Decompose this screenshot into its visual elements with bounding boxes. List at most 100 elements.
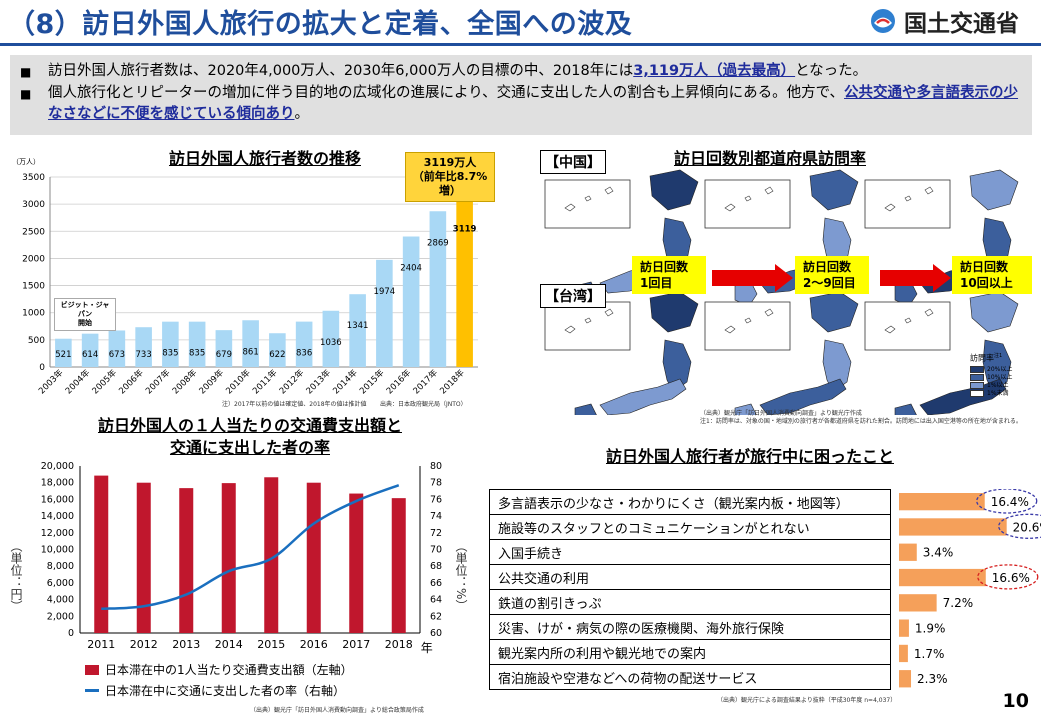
- island-shape: [564, 186, 614, 212]
- trouble-bar: [899, 670, 912, 688]
- ministry-logo: 国土交通省: [870, 4, 1019, 38]
- y-right-tick-label: 72: [430, 528, 442, 539]
- spend-bar-2011: [94, 475, 109, 633]
- y-left-tick-label: 2,000: [47, 611, 74, 622]
- troubles-title: 訪日外国人旅行者が旅行中に困ったこと: [605, 447, 894, 466]
- y-right-tick-label: 62: [430, 611, 442, 622]
- japan-map: [544, 291, 699, 415]
- bar-2013年: [322, 310, 340, 367]
- island-shape: [884, 186, 934, 212]
- y-right-tick-label: 64: [430, 595, 442, 606]
- bar-2007年: [162, 321, 179, 367]
- okinawa-inset: [544, 179, 631, 229]
- okinawa-inset: [864, 301, 951, 351]
- arrow-right-icon: [880, 270, 934, 286]
- troubles-source: （出典）観光庁による調査結果より抜粋（平成30年度 n=4,037）: [717, 697, 897, 704]
- troubles-table: 多言語表示の少なさ・わかりにくさ（観光案内板・地図等） 施設等のスタッフとのコミュ…: [489, 489, 891, 690]
- title-line: 交通に支出した者の率: [169, 438, 330, 457]
- transport-source: （出典）観光庁「訪日外国人消費動向調査」より総合政策局作成: [250, 707, 424, 714]
- summary-bullet-1: ■ 訪日外国人旅行者数は、2020年4,000万人、2030年6,000万人の目…: [20, 61, 1022, 83]
- table-row: 鉄道の割引きっぷ: [489, 589, 891, 615]
- legend-label: 1%未満: [987, 389, 1009, 397]
- bar-2017年: [429, 211, 447, 367]
- trouble-bar: [899, 644, 908, 663]
- highlight-circle: [976, 489, 1038, 514]
- legend-label: 20%以上: [987, 365, 1013, 373]
- trouble-bar: [899, 518, 1007, 536]
- summary-box: ■ 訪日外国人旅行者数は、2020年4,000万人、2030年6,000万人の目…: [10, 55, 1032, 135]
- spend-bar-2013: [179, 488, 194, 633]
- annotation-line: ビジット・ジャパン: [60, 301, 110, 318]
- transport-chart: 0 2,000 4,000 6,000 8,000 10,000 12,000 14,000 1…: [41, 461, 442, 655]
- y-right-tick-label: 74: [430, 511, 442, 522]
- bar-value-label: 3119: [453, 225, 477, 235]
- y-tick-label: 2500: [22, 227, 45, 237]
- legend-label: 日本滞在中に交通に支出した者の率（右軸）: [105, 684, 346, 698]
- hokkaido-shape: [969, 169, 1019, 211]
- title-underline: [0, 43, 1041, 46]
- trouble-bar: [899, 493, 985, 511]
- legend-label: 日本滞在中の1人当たり交通費支出額（左軸）: [105, 663, 353, 677]
- bar-2016年: [402, 236, 420, 367]
- arrow-right-icon: [712, 270, 776, 286]
- bar-value-label: 1341: [347, 321, 369, 331]
- okinawa-inset: [864, 179, 951, 229]
- transport-ylabel-right: （単位：%）: [454, 540, 468, 612]
- legend-swatch: [85, 664, 99, 675]
- okinawa-inset: [544, 301, 631, 351]
- y-tick-label: 0: [39, 363, 45, 373]
- visit-label-line: 訪日回数: [640, 260, 689, 274]
- visit-label-line: 2〜9回目: [803, 276, 856, 290]
- bar-value-label: 861: [243, 347, 259, 357]
- visit-label-line: 10回以上: [960, 276, 1013, 290]
- summary-text: 。: [294, 106, 310, 122]
- x-tick-label: 2015年: [357, 367, 386, 396]
- island-shape: [724, 186, 774, 212]
- x-tick-label: 2017: [342, 638, 370, 651]
- table-row: 災害、けが・病気の際の医療機関、海外旅行保険: [489, 614, 891, 640]
- arrow-head-icon: [933, 264, 951, 292]
- annotation-line: 開始: [78, 319, 92, 327]
- summary-highlight: 公共交通や多言語表示の少なさなどに不便を感じている傾向あり: [48, 85, 1019, 122]
- bar-value-label: 622: [269, 350, 285, 360]
- bar-2012年: [295, 321, 313, 367]
- bar-value-label: 836: [296, 349, 312, 359]
- troubles-chart: 16.4% 20.6% 3.4% 16.6% 7.2% 1.9% 1.7% 2.3%: [899, 489, 1041, 688]
- visitor-chart-ylabel: （万人）: [12, 158, 40, 166]
- x-tick-label: 2011: [87, 638, 115, 651]
- y-tick-label: 2000: [22, 254, 45, 264]
- japan-map: [864, 291, 1019, 415]
- bar-value-label: 2404: [400, 263, 422, 273]
- honshu-west-shape: [759, 378, 847, 415]
- legend-item-bar: 日本滞在中の1人当たり交通費支出額（左軸）: [85, 661, 353, 678]
- legend-swatch: [970, 366, 984, 374]
- visit-japan-annotation: ビジット・ジャパン 開始: [54, 298, 116, 331]
- visit-count-first: 訪日回数 1回目: [632, 256, 706, 294]
- trouble-label: 公共交通の利用: [489, 564, 891, 590]
- hokkaido-shape: [649, 169, 699, 211]
- okinawa-inset: [704, 179, 791, 229]
- bar-2015年: [376, 259, 393, 367]
- x-unit-label: 年: [421, 641, 433, 655]
- table-row: 観光案内所の利用や観光地での案内: [489, 639, 891, 665]
- visitor-chart-source: 出典：日本政府観光局（JNTO）: [380, 401, 467, 408]
- visit-label-line: 訪日回数: [803, 260, 852, 274]
- x-tick-label: 2010年: [224, 367, 253, 396]
- x-tick-label: 2009年: [197, 367, 226, 396]
- bar-value-label: 1974: [374, 287, 396, 297]
- y-left-tick-label: 12,000: [41, 528, 74, 539]
- hokkaido-shape: [649, 291, 699, 333]
- trouble-bar: [899, 594, 937, 612]
- x-tick-label: 2016年: [384, 367, 413, 396]
- x-tick-label: 2012: [130, 638, 158, 651]
- bar-value-label: 733: [136, 350, 152, 360]
- bar-value-label: 1036: [320, 338, 342, 348]
- map-legend-item: 1%未満: [970, 390, 1012, 398]
- y-right-tick-label: 60: [430, 628, 442, 639]
- trouble-value-label: 2.3%: [917, 672, 948, 686]
- japan-map: [704, 291, 859, 415]
- row-label-china: 【中国】: [540, 150, 606, 174]
- x-tick-label: 2013: [172, 638, 200, 651]
- y-left-tick-label: 4,000: [47, 595, 74, 606]
